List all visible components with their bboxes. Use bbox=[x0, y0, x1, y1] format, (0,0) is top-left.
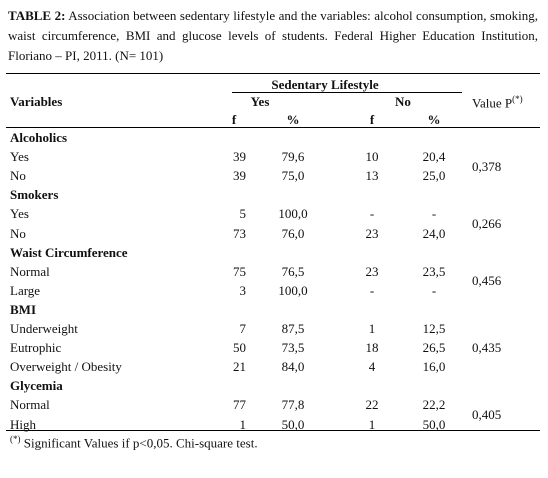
cell: 25,0 bbox=[422, 168, 446, 184]
cell: 39 bbox=[233, 168, 246, 184]
group-title: Waist Circumference bbox=[10, 244, 128, 260]
row-label: High bbox=[10, 416, 36, 432]
cell: 26,5 bbox=[422, 340, 446, 356]
row-label: Large bbox=[10, 282, 41, 298]
cell: 84,0 bbox=[281, 359, 305, 375]
column-header: Value P(*) bbox=[472, 92, 523, 110]
p-value: 0,405 bbox=[472, 406, 502, 422]
cell: 87,5 bbox=[281, 321, 305, 336]
group-title: Smokers bbox=[10, 187, 59, 203]
cell: 23 bbox=[365, 263, 379, 279]
cell: 4 bbox=[368, 359, 376, 375]
cell: - bbox=[431, 206, 437, 222]
rule bbox=[6, 73, 540, 74]
caption: TABLE 2: Association between sedentary l… bbox=[8, 6, 538, 66]
value-p: Value P bbox=[472, 95, 513, 111]
cell: 39 bbox=[233, 149, 246, 165]
row-label: Underweight bbox=[10, 321, 78, 336]
caption-label: TABLE 2: bbox=[8, 8, 66, 23]
footnote-mark: (*) bbox=[10, 434, 21, 444]
cell: 76,0 bbox=[281, 225, 305, 241]
p-value: 0,435 bbox=[472, 340, 502, 356]
cell: 100,0 bbox=[278, 282, 308, 298]
cell: 1 bbox=[368, 416, 376, 432]
cell: 50,0 bbox=[281, 416, 305, 432]
cell: 22,2 bbox=[422, 397, 446, 413]
cell: 75 bbox=[233, 263, 246, 279]
cell: 5 bbox=[239, 206, 247, 222]
row-label: Yes bbox=[10, 206, 29, 222]
row-label: Yes bbox=[10, 149, 29, 165]
group-title: BMI bbox=[10, 301, 36, 317]
subheader: % bbox=[286, 112, 300, 127]
footnote-text: Significant Values if p<0,05. Chi-square… bbox=[23, 435, 258, 451]
cell: 1 bbox=[239, 416, 247, 432]
column-header: No bbox=[395, 94, 411, 109]
subheader: % bbox=[427, 112, 441, 127]
row-label: Normal bbox=[10, 397, 50, 413]
cell: 75,0 bbox=[281, 168, 305, 184]
cell: 3 bbox=[239, 282, 247, 298]
cell: 23,5 bbox=[422, 263, 446, 279]
footnote: (*) Significant Values if p<0,05. Chi-sq… bbox=[10, 432, 258, 450]
cell: - bbox=[431, 282, 437, 298]
cell: 73,5 bbox=[281, 340, 305, 356]
cell: 13 bbox=[365, 168, 379, 184]
cell: 20,4 bbox=[422, 149, 446, 165]
subheader: f bbox=[369, 112, 375, 127]
rule bbox=[6, 127, 540, 128]
cell: 24,0 bbox=[422, 225, 446, 241]
cell: - bbox=[369, 282, 375, 298]
row-label: No bbox=[10, 225, 26, 241]
group-header: Sedentary Lifestyle bbox=[271, 77, 379, 92]
cell: 23 bbox=[365, 225, 379, 241]
row-label: Overweight / Obesity bbox=[10, 359, 122, 375]
subheader: f bbox=[231, 112, 237, 127]
rule bbox=[6, 430, 540, 431]
cell: 18 bbox=[365, 340, 379, 356]
cell: 16,0 bbox=[422, 359, 446, 375]
cell: 79,6 bbox=[281, 149, 305, 165]
cell: 50,0 bbox=[422, 416, 446, 432]
row-label: Eutrophic bbox=[10, 340, 62, 356]
p-value: 0,378 bbox=[472, 158, 502, 174]
cell: 12,5 bbox=[422, 321, 446, 336]
value-p-mark: (*) bbox=[512, 94, 523, 104]
cell: 100,0 bbox=[278, 206, 308, 222]
cell: 76,5 bbox=[281, 263, 305, 279]
cell: 22 bbox=[365, 397, 379, 413]
cell: 10 bbox=[365, 149, 379, 165]
cell: 77 bbox=[233, 397, 246, 413]
cell: 50 bbox=[233, 340, 246, 356]
column-header: Yes bbox=[250, 94, 270, 109]
cell: 77,8 bbox=[281, 397, 305, 413]
cell: 21 bbox=[233, 359, 246, 375]
p-value: 0,456 bbox=[472, 273, 502, 289]
cell: 7 bbox=[239, 321, 247, 336]
rule bbox=[232, 92, 462, 93]
column-header: Variables bbox=[10, 94, 63, 109]
row-label: No bbox=[10, 168, 26, 184]
cell: 1 bbox=[368, 321, 376, 336]
caption-text: Association between sedentary lifestyle … bbox=[8, 8, 538, 63]
group-title: Glycemia bbox=[10, 378, 63, 394]
row-label: Normal bbox=[10, 263, 50, 279]
cell: - bbox=[369, 206, 375, 222]
group-title: Alcoholics bbox=[10, 130, 68, 145]
p-value: 0,266 bbox=[472, 215, 502, 231]
cell: 73 bbox=[233, 225, 246, 241]
